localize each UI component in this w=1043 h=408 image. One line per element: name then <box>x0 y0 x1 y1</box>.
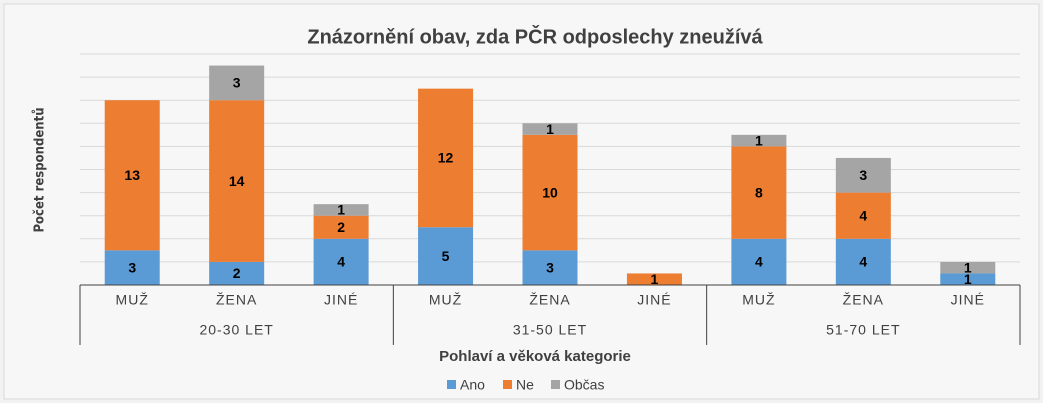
data-label: 1 <box>651 271 659 287</box>
data-label: 3 <box>546 259 554 275</box>
bar-segment <box>104 250 160 285</box>
data-label: 3 <box>128 259 136 275</box>
x-tick-label: ŽENA <box>529 292 570 308</box>
bar-segment <box>209 100 265 262</box>
data-label: 4 <box>755 254 763 270</box>
data-label: 5 <box>442 248 450 264</box>
x-tick-label: MUŽ <box>116 292 149 308</box>
bar-segment <box>522 123 578 135</box>
bar-segment <box>313 204 369 216</box>
group-label: 51-70 LET <box>826 322 900 338</box>
data-label: 3 <box>233 75 241 91</box>
legend-label: Občas <box>564 377 604 393</box>
data-label: 13 <box>124 167 140 183</box>
x-axis-title: Pohlaví a věková kategorie <box>439 348 631 365</box>
bar-segment <box>418 88 474 228</box>
legend-label: Ano <box>460 377 485 393</box>
bar-segment <box>835 157 891 193</box>
data-label: 4 <box>337 254 345 270</box>
bar-segment <box>209 261 265 285</box>
data-label: 1 <box>964 259 972 275</box>
y-axis-title: Počet respondentů <box>33 107 48 232</box>
x-tick-label: MUŽ <box>429 292 462 308</box>
data-label: 1 <box>964 271 972 287</box>
group-label: 31-50 LET <box>513 322 587 338</box>
data-label: 1 <box>337 202 345 218</box>
bar-segment <box>731 238 787 285</box>
x-tick-label: JINÉ <box>951 292 985 308</box>
bar-segment <box>209 65 265 101</box>
data-label: 4 <box>859 207 867 223</box>
bar-segment <box>835 192 891 239</box>
bar-segment <box>940 261 996 274</box>
bar-segment <box>731 134 787 147</box>
data-label: 4 <box>859 254 867 270</box>
chart-title: Znázornění obav, zda PČR odposlechy zneu… <box>307 24 763 48</box>
x-tick-label: ŽENA <box>216 292 257 308</box>
data-label: 12 <box>438 150 454 166</box>
bar-segment <box>104 100 160 251</box>
bar-segment <box>313 215 369 239</box>
data-label: 1 <box>546 121 554 137</box>
bar-segment <box>940 273 996 285</box>
legend-label: Ne <box>516 377 534 393</box>
data-label: 2 <box>337 219 345 235</box>
data-label: 14 <box>229 173 245 189</box>
legend-swatch <box>447 380 456 389</box>
data-label: 8 <box>755 184 763 200</box>
legend-swatch <box>503 380 512 389</box>
x-tick-label: JINÉ <box>324 292 358 308</box>
group-label: 20-30 LET <box>199 322 273 338</box>
data-label: 2 <box>233 265 241 281</box>
bar-segment <box>418 227 474 285</box>
bar-segment <box>313 238 369 285</box>
data-label: 10 <box>542 184 558 200</box>
x-tick-label: MUŽ <box>742 292 775 308</box>
bar-segment <box>731 146 787 239</box>
bar-segment <box>626 273 682 285</box>
bar-segment <box>835 238 891 285</box>
legend-swatch <box>551 380 560 389</box>
data-label: 3 <box>859 167 867 183</box>
x-tick-label: ŽENA <box>843 292 884 308</box>
bar-segment <box>522 134 578 251</box>
x-tick-label: JINÉ <box>637 292 671 308</box>
data-label: 1 <box>755 132 763 148</box>
bar-segment <box>522 250 578 285</box>
